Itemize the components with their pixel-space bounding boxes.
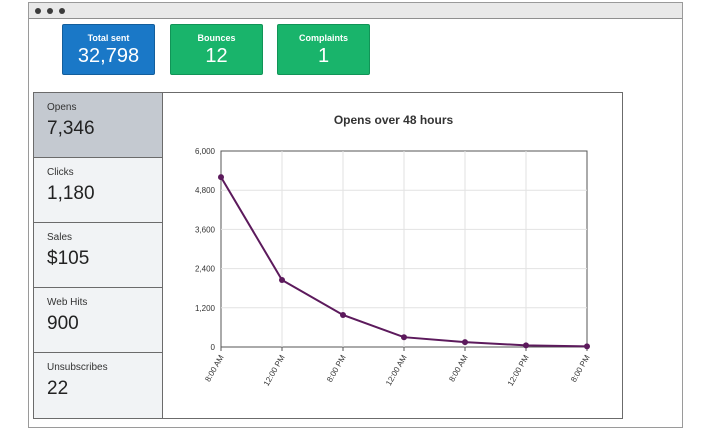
- window-dot-icon[interactable]: [47, 8, 53, 14]
- window-titlebar: [29, 3, 682, 19]
- stat-label: Complaints: [298, 33, 348, 43]
- sidebar-item-web-hits[interactable]: Web Hits 900: [34, 288, 162, 353]
- chart-area: Opens over 48 hours 0 1,200 2,400 3,600 4,80…: [164, 93, 623, 418]
- metric-value: 22: [47, 378, 69, 399]
- x-tick-label: 8:00 AM: [447, 353, 470, 383]
- stat-card-total-sent[interactable]: Total sent 32,798: [62, 24, 155, 75]
- metric-label: Clicks: [47, 167, 74, 178]
- data-point: [279, 277, 285, 284]
- data-point: [584, 343, 590, 350]
- data-point: [340, 311, 346, 318]
- y-tick-label: 3,600: [195, 225, 216, 234]
- sidebar-item-unsubscribes[interactable]: Unsubscribes 22: [34, 353, 162, 418]
- data-point: [523, 342, 529, 349]
- stat-value: 12: [205, 45, 228, 67]
- x-tick-label: 12:00 PM: [506, 353, 531, 387]
- metric-value: 1,180: [47, 183, 95, 204]
- metric-label: Unsubscribes: [47, 362, 108, 373]
- sidebar-item-sales[interactable]: Sales $105: [34, 223, 162, 288]
- metric-value: $105: [47, 248, 90, 269]
- metric-value: 900: [47, 313, 79, 334]
- chart-title: Opens over 48 hours: [333, 113, 454, 127]
- stat-value: 1: [317, 45, 330, 67]
- metric-label: Sales: [47, 232, 73, 243]
- stat-value: 32,798: [77, 45, 140, 67]
- y-tick-label: 0: [211, 343, 216, 352]
- y-tick-label: 1,200: [195, 304, 216, 313]
- x-tick-label: 8:00 AM: [203, 353, 226, 383]
- sidebar-item-clicks[interactable]: Clicks 1,180: [34, 158, 162, 223]
- x-tick-label: 8:00 PM: [569, 353, 592, 384]
- stat-label: Total sent: [87, 33, 130, 43]
- y-tick-label: 2,400: [195, 265, 216, 274]
- x-tick-label: 12:00 PM: [262, 353, 287, 387]
- stat-card-bounces[interactable]: Bounces 12: [170, 24, 263, 75]
- y-tick-label: 4,800: [195, 186, 216, 195]
- line-chart: 0 1,200 2,400 3,600 4,800 6,000 8:00 AM 12:00 P…: [195, 147, 592, 388]
- stat-card-complaints[interactable]: Complaints 1: [277, 24, 370, 75]
- metrics-sidebar: Opens 7,346 Clicks 1,180 Sales $105 Web …: [34, 93, 163, 418]
- y-tick-label: 6,000: [195, 147, 216, 156]
- metric-label: Web Hits: [47, 297, 88, 308]
- window-dot-icon[interactable]: [35, 8, 41, 14]
- x-tick-label: 8:00 PM: [325, 353, 348, 384]
- data-point: [462, 339, 468, 346]
- metrics-panel: Opens 7,346 Clicks 1,180 Sales $105 Web …: [33, 92, 623, 419]
- stat-label: Bounces: [197, 33, 236, 43]
- data-point: [401, 334, 407, 341]
- x-tick-label: 12:00 AM: [384, 353, 409, 387]
- data-point: [218, 174, 224, 181]
- sidebar-item-opens[interactable]: Opens 7,346: [34, 93, 162, 158]
- window-dot-icon[interactable]: [59, 8, 65, 14]
- metric-label: Opens: [47, 102, 77, 113]
- metric-value: 7,346: [47, 118, 95, 139]
